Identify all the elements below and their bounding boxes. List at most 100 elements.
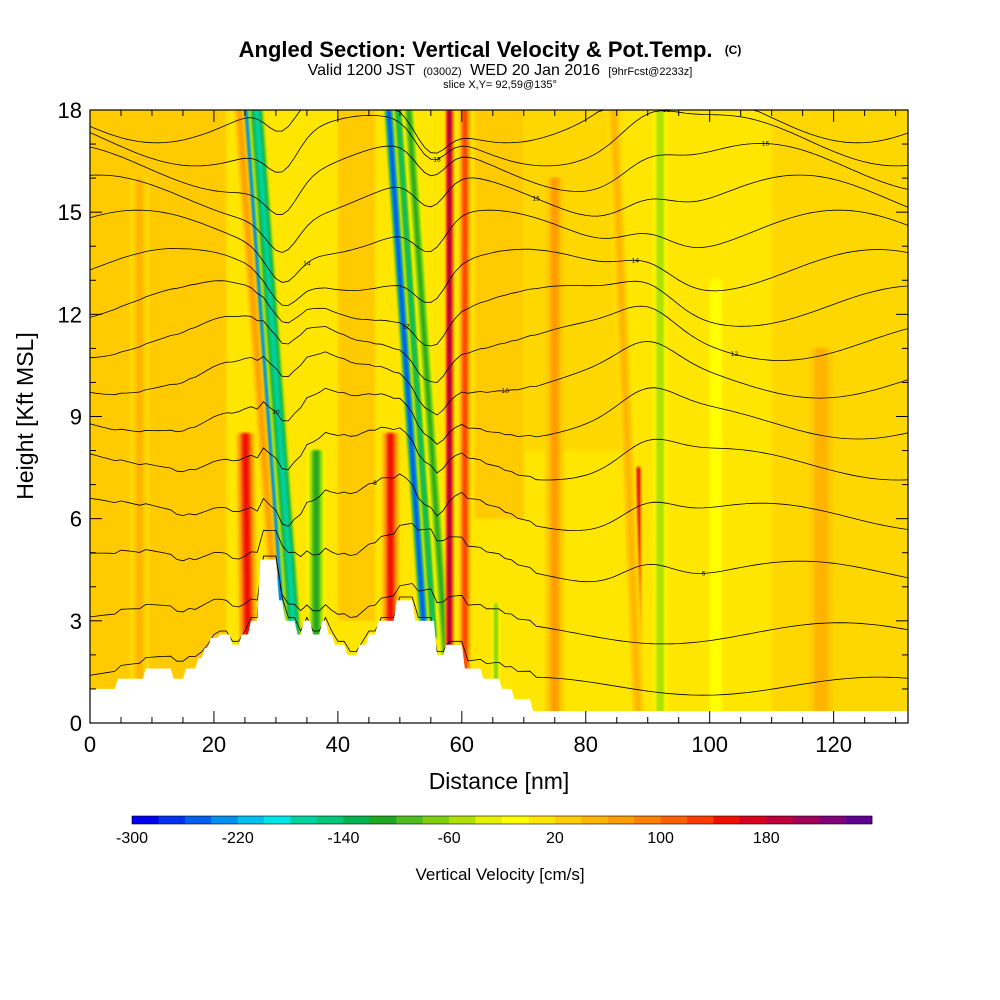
chart-subtitle: Valid 1200 JST (0300Z) WED 20 Jan 2016 [… [308,62,693,79]
colorbar-label: 100 [647,830,674,847]
theta-contour-label: 14 [303,260,311,267]
theta-contour-line [90,387,908,445]
y-tick-label: 9 [70,405,82,430]
colorbar-swatch [502,816,529,824]
colorbar-labels: -300 -220 -140 -60 20 100 180 [116,830,780,847]
velocity-field-layer [90,110,908,723]
colorbar-swatch [819,816,846,824]
colorbar-swatch [766,816,794,824]
theta-contour-label: 12 [402,324,410,331]
velocity-band [387,433,394,638]
colorbar-swatch [211,816,239,824]
colorbar-swatch [845,816,873,824]
x-axis-label: Distance [nm] [429,768,570,794]
velocity-bg-patch [678,314,772,723]
theta-contour-label: 15 [532,195,540,202]
theta-contour-line [90,248,908,306]
theta-contour-line [90,555,908,696]
chart-title: Angled Section: Vertical Velocity & Pot.… [239,37,742,62]
velocity-bg-patch [474,110,524,519]
x-tick-label: 120 [815,732,852,757]
theta-contour-label: 10 [272,409,280,416]
plot-area: 6 8 10 10 12 12 14 14 15 16 18 18 [89,109,909,724]
chart-title-unit: (C) [725,43,742,57]
colorbar [131,815,873,825]
colorbar-label: 180 [753,830,780,847]
colorbar-swatch [264,816,291,824]
colorbar-swatch [660,816,688,824]
colorbar-swatch [713,816,741,824]
y-tick-label: 15 [58,200,82,225]
velocity-bg-patch [523,110,623,451]
theta-contour-label: 8 [373,480,377,487]
theta-contour-line [90,473,908,531]
velocity-bg-patch [771,110,908,723]
theta-contour-label: 12 [731,351,739,358]
y-tick-label: 0 [70,711,82,736]
theta-contour-label: 18 [433,156,441,163]
y-axis: 0 3 6 9 12 15 18 [58,98,908,736]
velocity-band [551,178,558,723]
colorbar-swatch [607,816,635,824]
y-tick-label: 6 [70,507,82,532]
theta-contour-line [90,522,908,583]
velocity-band [658,110,663,723]
colorbar-swatch [554,816,582,824]
colorbar-swatch [132,816,159,824]
subtitle-utc-time: (0300Z) [423,66,462,78]
theta-contour-line [90,305,908,384]
colorbar-title: Vertical Velocity [cm/s] [415,865,584,884]
velocity-band [396,110,436,638]
y-tick-label: 3 [70,609,82,634]
velocity-band [611,110,641,723]
theta-contour-line [90,174,908,253]
theta-contour-line [90,555,908,645]
theta-contour-label: 16 [762,141,770,148]
colorbar-label: -300 [116,830,148,847]
velocity-band [817,348,826,723]
subtitle-date: WED 20 Jan 2016 [470,62,600,79]
theta-contour-line [90,280,908,347]
colorbar-swatch [528,816,556,824]
x-axis: 0 20 40 60 80 100 120 [84,110,897,757]
chart-title-text: Angled Section: Vertical Velocity & Pot.… [239,37,713,62]
colorbar-frame [131,815,873,825]
colorbar-swatch [449,816,476,824]
theta-contour-line [90,209,908,283]
colorbar-swatch [792,816,820,824]
colorbar-label: -140 [327,830,359,847]
colorbar-swatch [475,816,503,824]
colorbar-swatch [237,816,265,824]
theta-contour-label: 10 [501,388,509,395]
colorbar-swatch [184,816,212,824]
colorbar-swatch [687,816,714,824]
theta-contour-label: 14 [632,257,640,264]
velocity-band [244,110,284,618]
velocity-bg-patch [90,110,227,723]
colorbar-swatch [290,816,318,824]
colorbar-swatch [369,816,397,824]
y-axis-label: Height [Kft MSL] [12,332,38,499]
velocity-band [242,433,251,652]
colorbar-swatch [739,816,767,824]
velocity-band [237,110,275,577]
colorbar-swatch [634,816,661,824]
velocity-band [406,110,449,662]
colorbar-swatch [581,816,609,824]
theta-contour-line [90,110,908,154]
colorbar-label: -60 [438,830,461,847]
colorbar-label: 20 [546,830,564,847]
colorbar-swatch [422,816,450,824]
x-tick-label: 100 [691,732,728,757]
theta-contour-line [90,341,908,416]
colorbar-swatch [343,816,371,824]
velocity-band [494,603,498,696]
velocity-band [447,110,451,662]
subtitle-valid-time: Valid 1200 JST [308,62,416,79]
terrain-mask [90,559,908,723]
colorbar-label: -220 [222,830,254,847]
slice-label: slice X,Y= 92,59@135° [443,79,557,91]
velocity-band [713,280,719,723]
theta-contour-line [90,110,908,173]
